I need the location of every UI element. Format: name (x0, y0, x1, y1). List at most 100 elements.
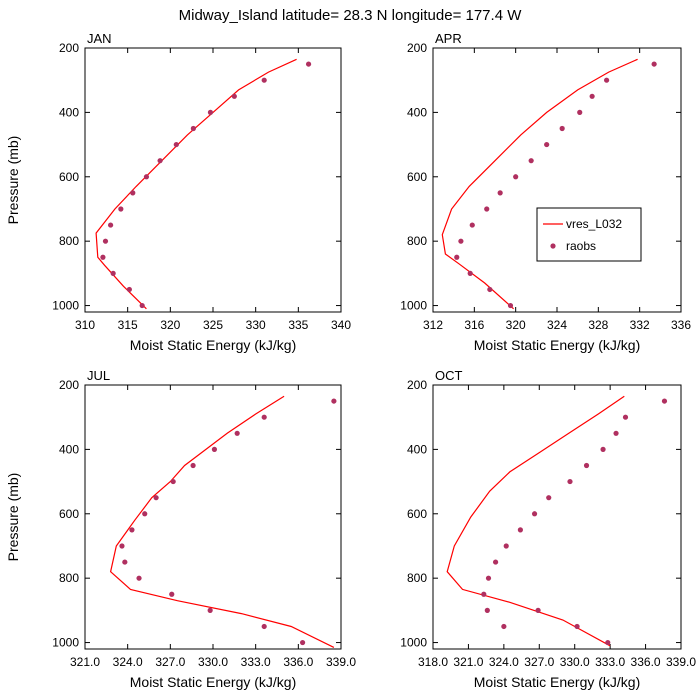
panel-label: JUL (87, 368, 110, 383)
raobs-point (487, 286, 493, 293)
x-tick-label: 315 (118, 318, 138, 332)
y-tick-label: 800 (59, 234, 79, 248)
raobs-point (102, 238, 109, 244)
series-line-vres-l032 (441, 58, 638, 310)
x-tick-label: 339.0 (666, 655, 696, 669)
x-tick-label: 330.0 (560, 655, 590, 669)
y-tick-label: 400 (407, 105, 427, 119)
raobs-point (331, 398, 337, 404)
raobs-point (261, 77, 267, 83)
plot-frame (432, 384, 682, 650)
legend-marker-label: raobs (566, 239, 596, 253)
y-tick-label: 800 (59, 571, 79, 585)
raobs-point (207, 109, 214, 115)
raobs-point (305, 61, 312, 67)
plot-frame (84, 384, 342, 650)
raobs-point (190, 462, 196, 469)
x-tick-label: 336 (671, 318, 691, 332)
raobs-point (484, 607, 490, 613)
x-tick-label: 339.0 (326, 655, 356, 669)
raobs-point (211, 446, 218, 452)
raobs-point (261, 414, 267, 420)
raobs-point (173, 141, 179, 148)
y-axis-label: Pressure (mb) (5, 136, 21, 225)
x-tick-label: 325 (203, 318, 223, 332)
raobs-point (190, 125, 196, 132)
raobs-point (513, 174, 519, 180)
raobs-point (484, 206, 490, 212)
raobs-point (507, 302, 514, 309)
x-tick-label: 324 (547, 318, 567, 332)
y-tick-label: 1000 (400, 299, 427, 313)
y-tick-label: 400 (407, 442, 427, 456)
series-line-vres-l032 (95, 58, 297, 310)
raobs-point (119, 543, 125, 549)
raobs-point (110, 270, 116, 276)
raobs-point (207, 607, 213, 613)
raobs-point (492, 559, 499, 565)
panel-label: OCT (435, 368, 463, 383)
raobs-point (613, 430, 619, 436)
raobs-point (129, 527, 135, 533)
raobs-point (234, 430, 240, 436)
raobs-point (531, 511, 538, 517)
x-tick-label: 327.0 (524, 655, 554, 669)
panel-apr: APR 312 316 320 324 328 332 336 200 400 600 800 1000… (400, 31, 691, 353)
raobs-point (469, 222, 475, 228)
x-tick-label: 340 (331, 318, 351, 332)
y-tick-label: 1000 (400, 636, 427, 650)
x-tick-label: 321.0 (70, 655, 100, 669)
y-tick-label: 1000 (52, 636, 79, 650)
x-tick-label: 335 (288, 318, 308, 332)
raobs-point (153, 495, 159, 501)
raobs-point (261, 623, 267, 630)
legend-marker-swatch (550, 243, 556, 249)
raobs-point (142, 511, 148, 517)
y-tick-label: 800 (407, 571, 427, 585)
y-tick-label: 200 (59, 41, 79, 55)
x-tick-label: 336.0 (283, 655, 313, 669)
raobs-point (535, 607, 541, 613)
raobs-point (108, 222, 114, 228)
raobs-point (170, 478, 176, 485)
legend-line-label: vres_L032 (566, 217, 622, 231)
raobs-point (454, 254, 460, 260)
raobs-point (600, 446, 606, 452)
x-tick-label: 318.0 (418, 655, 448, 669)
y-tick-label: 1000 (52, 299, 79, 313)
raobs-point (231, 93, 237, 99)
raobs-point (300, 639, 306, 646)
raobs-point (136, 575, 142, 581)
raobs-point (157, 158, 163, 164)
raobs-point (126, 286, 132, 293)
panel-label: JAN (87, 31, 112, 46)
panels-container: JAN 310 315 320 325 330 335 340 200 400 600 800 1000… (5, 31, 696, 690)
raobs-point (501, 623, 507, 630)
y-tick-label: 600 (407, 170, 427, 184)
raobs-point (583, 462, 590, 469)
raobs-point (651, 61, 657, 67)
y-tick-label: 400 (59, 105, 79, 119)
raobs-point (139, 302, 145, 309)
y-tick-label: 400 (59, 442, 79, 456)
raobs-point (122, 559, 128, 565)
x-tick-label: 336.0 (631, 655, 661, 669)
x-tick-label: 328 (588, 318, 608, 332)
x-axis-label: Moist Static Energy (kJ/kg) (474, 674, 641, 690)
x-tick-label: 324.0 (489, 655, 519, 669)
x-axis-label: Moist Static Energy (kJ/kg) (130, 674, 297, 690)
x-tick-label: 310 (75, 318, 95, 332)
x-axis-label: Moist Static Energy (kJ/kg) (474, 337, 641, 353)
raobs-point (622, 414, 629, 420)
raobs-point (481, 591, 487, 597)
raobs-point (485, 575, 492, 581)
raobs-point (559, 125, 565, 132)
x-tick-label: 321.0 (453, 655, 483, 669)
x-tick-label: 316 (464, 318, 484, 332)
raobs-point (503, 543, 509, 549)
raobs-point (528, 158, 534, 164)
legend-box (536, 207, 642, 262)
raobs-point (567, 478, 573, 485)
figure-title: Midway_Island latitude= 28.3 N longitude… (179, 7, 523, 24)
